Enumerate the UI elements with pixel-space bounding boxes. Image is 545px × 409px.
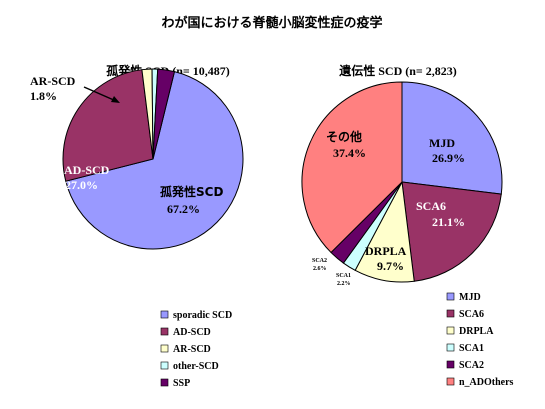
- pie2-slice-sca6: [401, 181, 502, 282]
- pie1-legend-swatch-ssp: [160, 378, 169, 387]
- pie2-label-mjd-value: 26.9%: [432, 151, 465, 165]
- pie2-legend-swatch-n-adothers: [446, 377, 455, 386]
- pie1-legend-swatch-ad-scd: [160, 327, 169, 336]
- figure-title: わが国における脊髄小脳変性症の疫学: [161, 15, 382, 31]
- pie2-legend-swatch-mjd: [446, 292, 455, 301]
- pie1-label-ar-name: AR-SCD: [30, 74, 76, 88]
- pie2-label-sca2-name: SCA2: [312, 258, 327, 264]
- pie2-legend-label-sca1: SCA1: [459, 343, 484, 354]
- pie1-legend-label-ssp: SSP: [173, 378, 190, 389]
- pie2-label-sca6-value: 21.1%: [432, 215, 465, 229]
- pie2-legend-label-drpla: DRPLA: [459, 326, 494, 337]
- pie1-label-sporadic-name: 孤発性SCD: [160, 184, 223, 199]
- pie1-slice-ssp: [152, 68, 176, 160]
- pie1-slice-sporadic-scd: [65, 70, 244, 250]
- pie2-label-sca1-value: 2.2%: [337, 281, 351, 287]
- pie2-legend-label-sca6: SCA6: [459, 309, 484, 320]
- pie1-legend-swatch-ar-scd: [160, 344, 169, 353]
- pie1-label-ad-name: AD-SCD: [64, 163, 110, 177]
- pie1-legend-label-sporadic-scd: sporadic SCD: [173, 310, 232, 321]
- pie1-slice-ad-scd: [62, 69, 154, 182]
- ar-scd-leader: [83, 86, 120, 103]
- pie2-label-others-value: 37.4%: [333, 146, 366, 160]
- pie2-label-sca6-name: SCA6: [416, 199, 446, 213]
- pie2-label-others-name: その他: [326, 129, 362, 144]
- pie2-legend: MJD SCA6 DRPLA SCA1 SCA2 n_ADOthers: [446, 292, 514, 388]
- pie2-label-mjd-name: MJD: [429, 136, 455, 150]
- pie2-legend-swatch-sca6: [446, 309, 455, 318]
- pie1-slices: [62, 68, 244, 250]
- pie2-legend-swatch-sca1: [446, 343, 455, 352]
- pie2-slice-mjd: [401, 81, 503, 195]
- pie1-legend: sporadic SCD AD-SCD AR-SCD other-SCD SSP: [160, 310, 232, 389]
- pie2-title: 遺伝性 SCD (n= 2,823): [338, 63, 457, 78]
- pie2-label-sca2-value: 2.6%: [313, 266, 327, 272]
- pie1-legend-label-ar-scd: AR-SCD: [173, 344, 211, 355]
- pie2-legend-label-sca2: SCA2: [459, 360, 484, 371]
- pie1-label-ar-value: 1.8%: [30, 89, 57, 103]
- pie2-label-sca1-name: SCA1: [336, 273, 351, 279]
- pie2-legend-label-mjd: MJD: [459, 292, 481, 303]
- pie1-legend-swatch-other-scd: [160, 361, 169, 370]
- pie2-label-drpla-value: 9.7%: [377, 259, 404, 273]
- pie2-label-drpla-name: DRPLA: [365, 244, 407, 258]
- pie1-label-ad-value: 27.0%: [65, 178, 98, 192]
- pie1-legend-swatch-sporadic-scd: [160, 310, 169, 319]
- pie2-slice-n-adothers: [301, 81, 403, 254]
- pie2-legend-swatch-drpla: [446, 326, 455, 335]
- pie2-legend-swatch-sca2: [446, 360, 455, 369]
- pie2-slices: [301, 81, 503, 283]
- pie1-label-sporadic-value: 67.2%: [167, 202, 200, 216]
- pie2-legend-label-n-adothers: n_ADOthers: [459, 377, 514, 388]
- pie1-legend-label-other-scd: other-SCD: [173, 361, 219, 372]
- pie1-legend-label-ad-scd: AD-SCD: [173, 327, 211, 338]
